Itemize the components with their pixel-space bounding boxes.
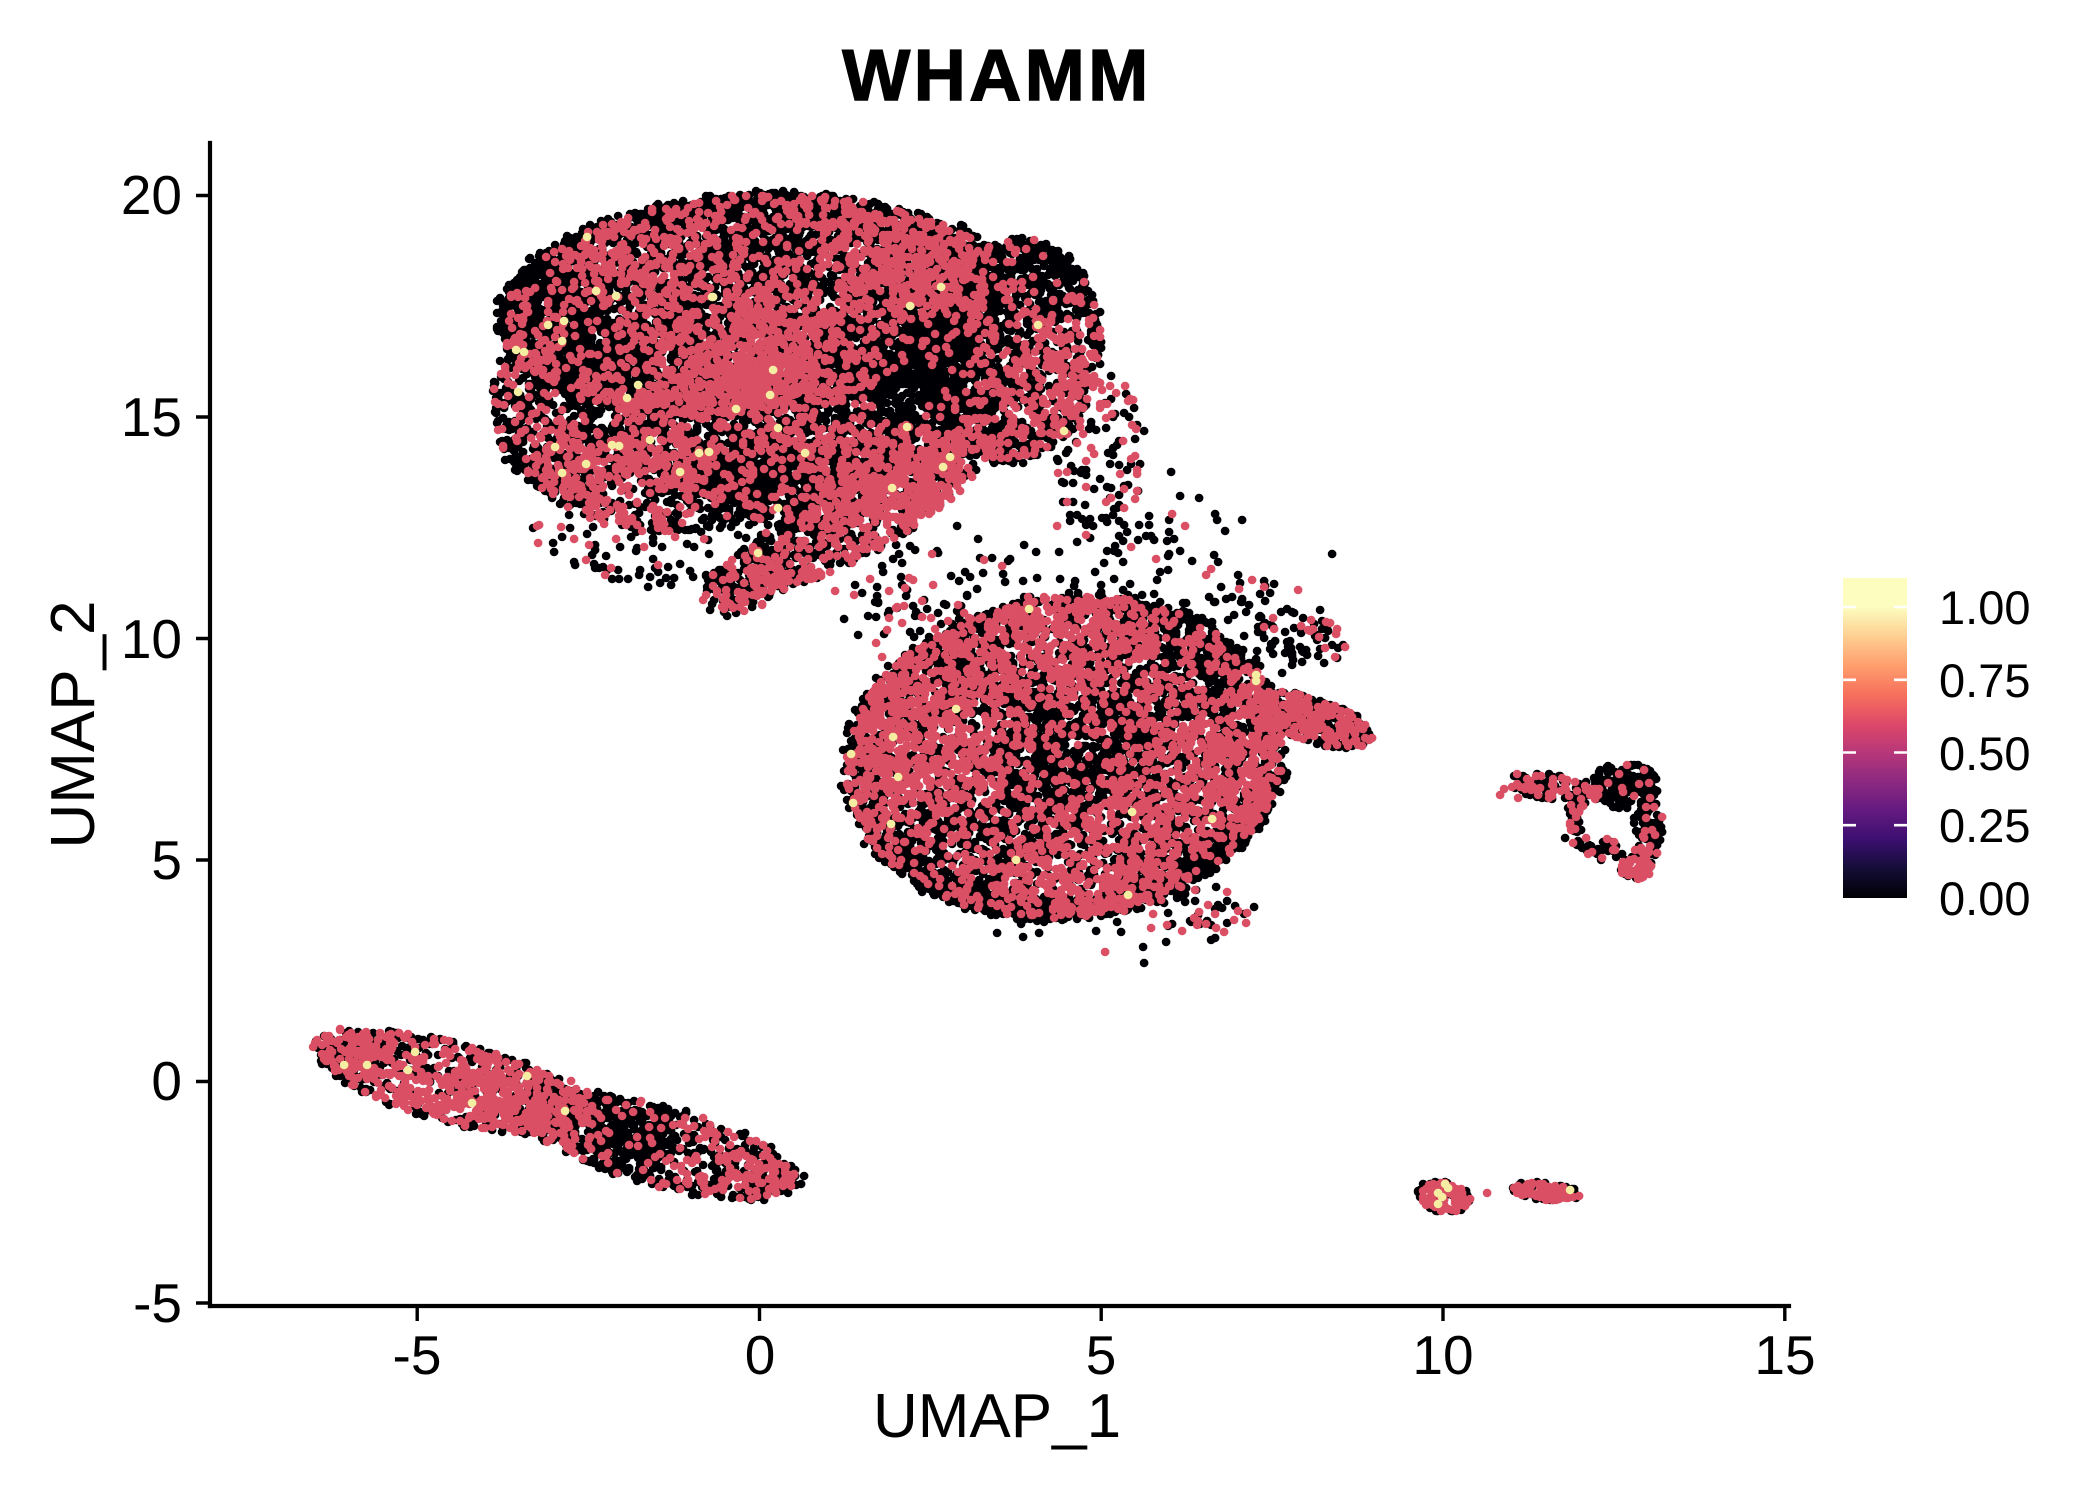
svg-text:0.00: 0.00 — [1939, 872, 2030, 925]
svg-text:1.00: 1.00 — [1939, 581, 2030, 634]
svg-text:15: 15 — [1754, 1324, 1815, 1386]
svg-text:0.50: 0.50 — [1939, 727, 2030, 780]
svg-text:0: 0 — [745, 1324, 776, 1386]
svg-text:5: 5 — [1086, 1324, 1117, 1386]
svg-text:-5: -5 — [393, 1324, 442, 1386]
svg-text:0: 0 — [151, 1050, 182, 1112]
svg-text:0.25: 0.25 — [1939, 799, 2030, 852]
svg-text:-5: -5 — [133, 1272, 182, 1334]
svg-text:10: 10 — [1412, 1324, 1473, 1386]
svg-text:10: 10 — [121, 608, 182, 670]
svg-text:20: 20 — [121, 164, 182, 226]
svg-text:UMAP_1: UMAP_1 — [873, 1382, 1121, 1451]
svg-text:WHAMM: WHAMM — [842, 36, 1151, 116]
svg-text:0.75: 0.75 — [1939, 654, 2030, 707]
svg-text:5: 5 — [151, 829, 182, 891]
svg-text:UMAP_2: UMAP_2 — [39, 600, 108, 848]
svg-text:15: 15 — [121, 386, 182, 448]
